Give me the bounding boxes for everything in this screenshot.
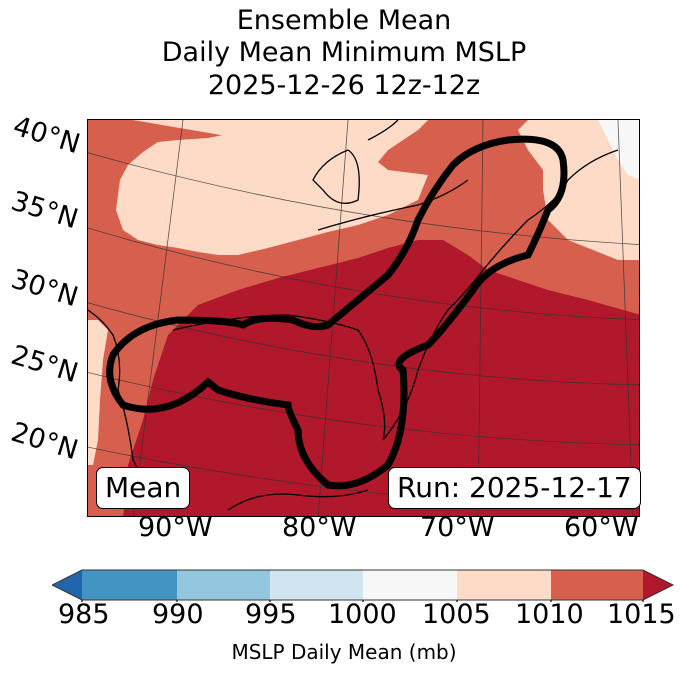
lat-label-20n: 20°N [7,416,82,467]
lon-label-90w: 90°W [138,512,213,543]
lon-label-60w: 60°W [564,512,639,543]
ensemble-contour [106,135,568,490]
colorbar-tick-990: 990 [152,599,204,630]
colorbar-tick-1000: 1000 [328,599,397,630]
field-above-1015 [123,240,639,516]
lat-label-25n: 25°N [7,339,82,390]
field-1000-1005-northeast [598,120,639,180]
colorbar-tick-1010: 1010 [515,599,584,630]
colorbar-bin-990-995 [177,570,270,600]
mslp-field [88,120,639,516]
chart-title-line3: 2025-12-26 12z-12z [207,70,481,101]
lat-label-35n: 35°N [7,185,82,236]
colorbar-title: MSLP Daily Mean (mb) [231,640,457,664]
chart-title-line1: Ensemble Mean [236,5,452,36]
coastline [88,120,619,511]
chart-title-line2: Daily Mean Minimum MSLP [161,37,527,68]
colorbar-extend-low [52,570,82,600]
lon-label-80w: 80°W [282,512,357,543]
field-1005-1010-northeast [518,120,639,260]
field-1005-1010-southwest [88,320,108,465]
lon-label-70w: 70°W [420,512,495,543]
colorbar-bin-985-990 [82,570,177,600]
lat-label-30n: 30°N [7,263,82,314]
colorbar-bin-1005-1010 [457,570,551,600]
colorbar-tick-985: 985 [58,599,110,630]
colorbar-bin-1010-1015 [551,570,643,600]
colorbar-bin-995-1000 [270,570,363,600]
map-panel [87,119,640,517]
run-date-badge: Run: 2025-12-17 [388,467,641,509]
colorbar-tick-995: 995 [245,599,297,630]
colorbar [52,569,675,602]
colorbar-bin-1000-1005 [363,570,457,600]
colorbar-extend-high [643,570,673,600]
colorbar-tick-1005: 1005 [422,599,491,630]
mean-badge: Mean [96,467,191,509]
colorbar-tick-1015: 1015 [607,599,676,630]
lat-label-40n: 40°N [9,110,84,161]
